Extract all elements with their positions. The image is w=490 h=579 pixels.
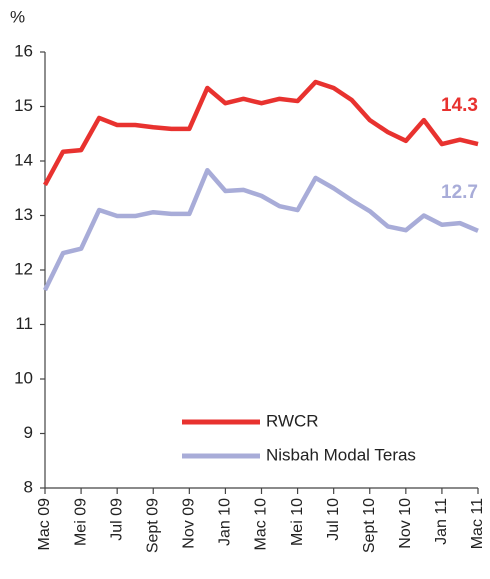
y-tick-label: 12: [14, 259, 33, 278]
x-tick-label: Nov 10: [397, 498, 414, 549]
y-tick-label: 10: [14, 368, 33, 387]
x-tick-label: Mei 10: [289, 498, 306, 546]
series-line: [42, 168, 479, 292]
end-label: 12.7: [441, 182, 478, 203]
end-label: 14.3: [441, 95, 478, 116]
x-tick-label: Mac 09: [36, 498, 53, 551]
legend-label: RWCR: [266, 411, 319, 430]
x-tick-label: Jul 09: [108, 498, 125, 541]
y-tick-label: 9: [24, 423, 33, 442]
x-tick-label: Sept 10: [361, 498, 378, 553]
series-line: [43, 79, 479, 187]
y-tick-label: 15: [14, 96, 33, 115]
x-tick-label: Nov 09: [181, 498, 198, 549]
x-tick-label: Jan 11: [433, 498, 450, 545]
x-tick-label: Sept 09: [144, 498, 161, 553]
x-tick-label: Mac 10: [253, 498, 270, 551]
y-tick-label: 13: [14, 205, 33, 224]
x-tick-label: Jul 10: [325, 498, 342, 541]
x-tick-label: Mei 09: [72, 498, 89, 546]
y-tick-label: 14: [14, 150, 33, 169]
legend-label: Nisbah Modal Teras: [266, 445, 416, 464]
y-axis-label: %: [10, 7, 25, 26]
y-tick-label: 16: [14, 41, 33, 60]
y-tick-label: 11: [15, 314, 33, 333]
y-tick-label: 8: [24, 477, 33, 496]
x-tick-label: Jan 10: [217, 498, 234, 546]
x-tick-label: Mac 11: [469, 498, 486, 549]
